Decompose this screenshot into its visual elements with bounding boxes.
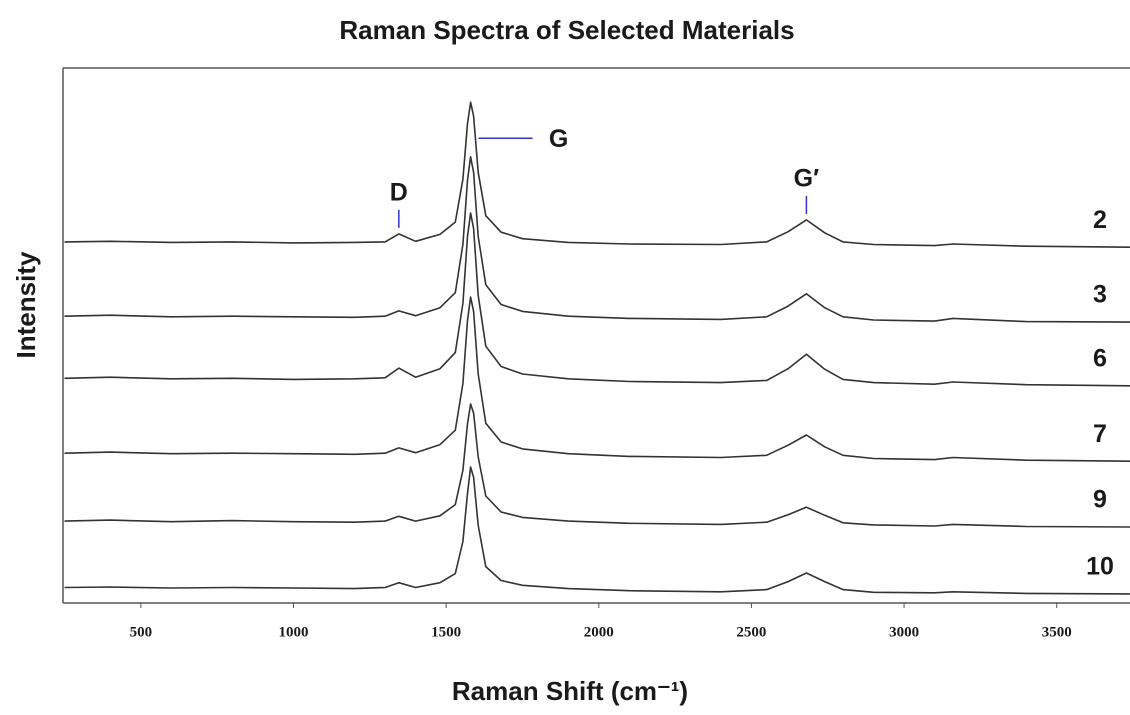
spectrum-line — [64, 156, 1130, 323]
x-tick-label: 500 — [130, 624, 153, 640]
x-tick-label: 2000 — [584, 624, 614, 640]
y-axis-label: Intensity — [11, 251, 41, 358]
series-label: 2 — [1093, 206, 1107, 234]
spectrum-line — [64, 466, 1130, 595]
x-tick-label: 3000 — [889, 624, 919, 640]
series-label: 6 — [1093, 344, 1107, 372]
spectrum-line — [64, 296, 1130, 462]
annotation-label: G′ — [794, 165, 819, 193]
series-label: 7 — [1093, 420, 1107, 448]
x-tick-label: 2500 — [736, 624, 766, 640]
x-axis-label: Raman Shift (cm⁻¹) — [452, 676, 688, 706]
x-tick-label: 3500 — [1042, 624, 1072, 640]
series-label: 10 — [1086, 553, 1114, 581]
x-tick-label: 1500 — [431, 624, 461, 640]
x-tick-label: 1000 — [278, 624, 308, 640]
chart-title: Raman Spectra of Selected Materials — [339, 15, 794, 45]
annotation-label: D — [390, 178, 408, 206]
spectrum-line — [64, 403, 1130, 528]
spectrum-line — [64, 101, 1130, 248]
series-label: 3 — [1093, 281, 1107, 309]
series-label: 9 — [1093, 486, 1107, 514]
annotation-label: G — [549, 125, 568, 153]
spectrum-line — [64, 212, 1130, 387]
